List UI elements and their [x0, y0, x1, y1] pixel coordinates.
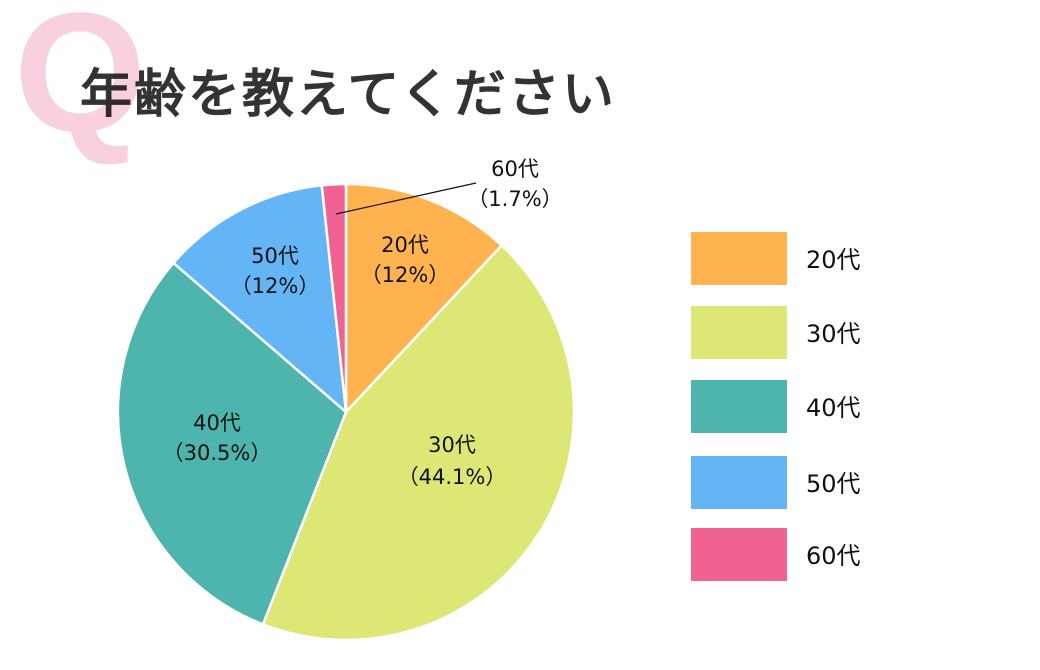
pie-slice-20代	[344, 182, 504, 416]
pie-slice-60代	[320, 182, 348, 413]
legend-swatch	[691, 456, 787, 509]
slice-label-percent: （12%）	[361, 263, 450, 287]
q-logo: Q	[14, 0, 147, 168]
legend-label: 50代	[806, 470, 861, 498]
page-title: 年齢を教えてください	[80, 65, 616, 125]
legend-label: 40代	[806, 394, 861, 422]
slice-label-category: 30代	[428, 433, 476, 457]
slice-label-percent: （44.1%）	[398, 465, 507, 489]
legend-swatch	[691, 528, 787, 581]
legend-swatch	[691, 306, 787, 359]
pie-slice-30代	[261, 243, 576, 642]
slice-label-category: 60代	[491, 157, 539, 181]
legend-swatch	[691, 380, 787, 433]
legend-label: 20代	[806, 246, 861, 274]
slice-label-percent: （12%）	[231, 274, 320, 298]
slice-label-category: 40代	[193, 411, 241, 435]
slice-label-category: 50代	[251, 244, 299, 268]
leader-line-60	[335, 182, 477, 215]
legend-label: 60代	[806, 542, 861, 570]
pie-slice-50代	[171, 183, 348, 416]
legend-swatch	[691, 232, 787, 285]
slice-label-category: 20代	[381, 233, 429, 257]
pie-slice-40代	[116, 261, 348, 626]
legend: 20代 30代 40代 50代 60代	[691, 232, 861, 581]
legend-label: 30代	[806, 320, 861, 348]
slice-label-percent: （30.5%）	[163, 441, 272, 465]
slice-label-percent: （1.7%）	[467, 187, 562, 211]
